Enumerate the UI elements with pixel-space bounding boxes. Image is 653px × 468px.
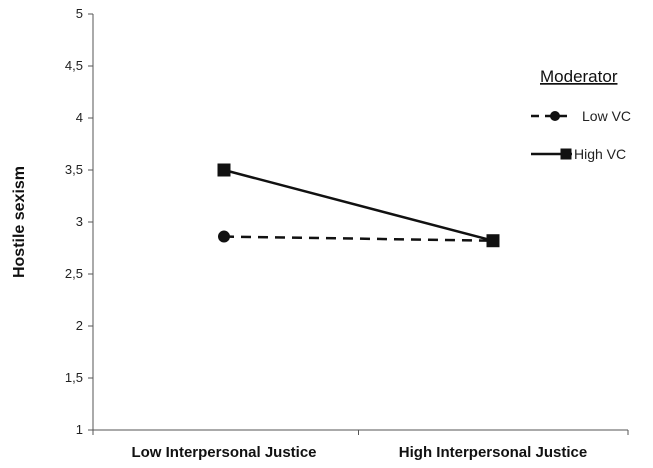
series-line-low-vc — [223, 235, 494, 242]
x-tick-labels: Low Interpersonal Justice High Interperso… — [92, 430, 629, 461]
legend-marker-low-vc — [550, 111, 560, 121]
y-tick-label: 3,5 — [65, 162, 83, 177]
y-tick-label: 1,5 — [65, 370, 83, 385]
data-point-high-vc — [486, 234, 500, 248]
y-tick-label: 2 — [76, 318, 83, 333]
y-ticks: 1 1,5 2 2,5 3 3,5 4 4,5 5 — [65, 6, 93, 437]
x-category-label: High Interpersonal Justice — [399, 444, 587, 461]
x-category-label: Low Interpersonal Justice — [131, 444, 316, 461]
legend-marker-high-vc — [560, 148, 572, 160]
legend: Moderator Low VC High VC — [531, 67, 631, 162]
legend-label-high-vc: High VC — [574, 146, 626, 162]
y-tick-label: 2,5 — [65, 266, 83, 281]
data-point-high-vc — [217, 163, 231, 177]
x-axis: Low Interpersonal Justice High Interperso… — [92, 429, 629, 461]
y-tick-label: 3 — [76, 214, 83, 229]
series-layer — [217, 163, 500, 248]
data-point-low-vc — [218, 230, 230, 243]
y-axis-title: Hostile sexism — [11, 166, 28, 278]
y-tick-label: 1 — [76, 422, 83, 437]
y-tick-label: 4 — [76, 110, 83, 125]
series-line-high-vc — [223, 168, 494, 242]
y-tick-label: 4,5 — [65, 58, 83, 73]
legend-label-low-vc: Low VC — [582, 108, 631, 124]
legend-items: Low VC High VC — [531, 108, 631, 162]
y-tick-label: 5 — [76, 6, 83, 21]
legend-title: Moderator — [540, 67, 618, 86]
y-axis: 1 1,5 2 2,5 3 3,5 4 4,5 5 — [65, 6, 94, 437]
